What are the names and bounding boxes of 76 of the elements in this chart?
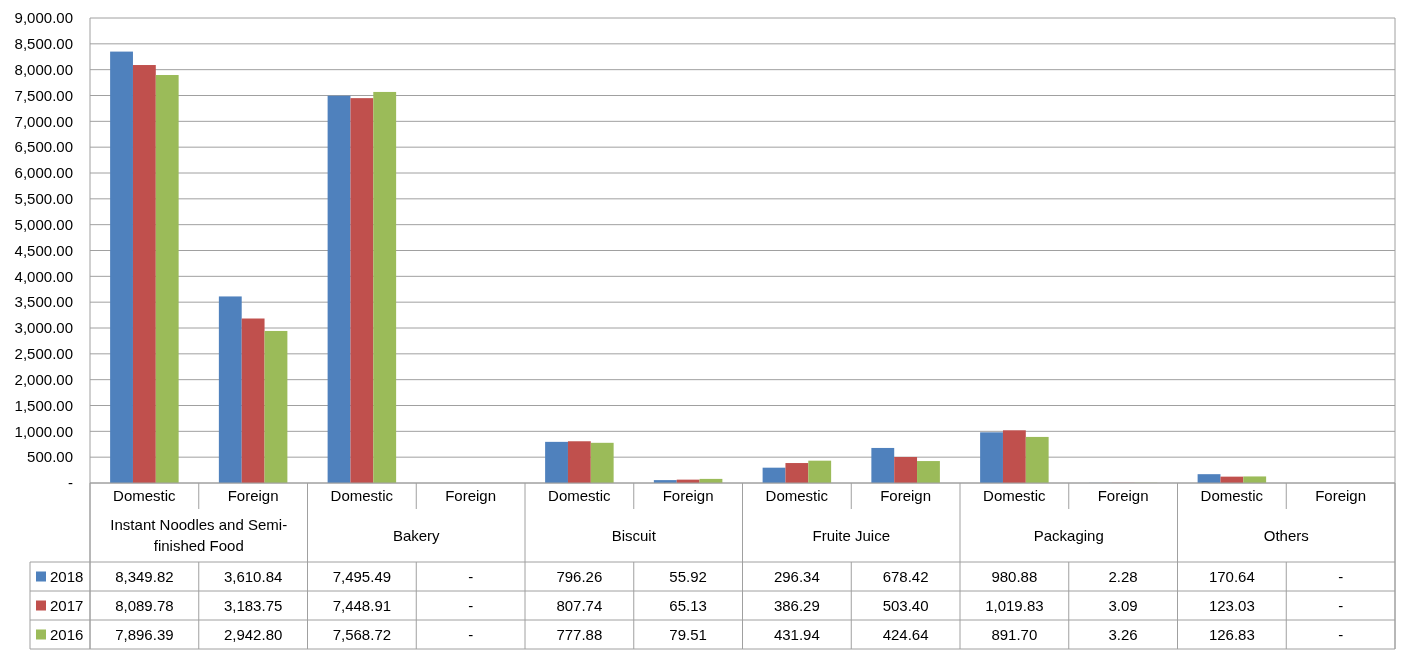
text: -: [468, 625, 474, 643]
data-label: 7,495.49: [332, 567, 392, 585]
legend-label: 2018: [50, 567, 84, 585]
text: Bakery: [392, 526, 441, 544]
y-tick-label: 2,500.00: [14, 345, 73, 363]
data-label: 2,942.80: [223, 625, 283, 643]
data-label: 7,568.72: [332, 625, 392, 643]
y-tick-label: 3,500.00: [14, 293, 73, 311]
data-label: 424.64: [882, 625, 929, 643]
y-tick-label: 3,000.00: [14, 319, 73, 337]
y-tick-label: 500.00: [27, 448, 73, 466]
y-tick-label: 7,500.00: [14, 86, 73, 104]
y-tick-label: 6,500.00: [14, 138, 73, 156]
y-tick-label: -: [68, 474, 73, 492]
data-label: 79.51: [669, 625, 707, 643]
data-label: 980.88: [991, 567, 1038, 585]
x-tick-label: Foreign: [662, 487, 714, 505]
text: -: [1338, 596, 1344, 614]
data-label: 55.92: [669, 567, 707, 585]
data-label: 503.40: [882, 596, 929, 614]
data-label: 386.29: [773, 596, 820, 614]
data-label: 126.83: [1208, 625, 1255, 643]
data-label: 891.70: [991, 625, 1038, 643]
x-tick-label: Foreign: [1315, 487, 1367, 505]
y-tick-label: 1,000.00: [14, 422, 73, 440]
y-tick-label: 2,000.00: [14, 370, 73, 388]
x-tick-label: Domestic: [765, 487, 829, 505]
text: Instant Noodles and Semi-finished Food: [110, 516, 288, 555]
text: Biscuit: [611, 526, 657, 544]
data-label: 3,610.84: [223, 567, 283, 585]
text: -: [468, 567, 474, 585]
text: -: [1338, 625, 1344, 643]
data-label: 3,183.75: [223, 596, 283, 614]
data-label: 8,089.78: [115, 596, 174, 614]
data-label: 1,019.83: [985, 596, 1044, 614]
text: -: [468, 596, 474, 614]
x-tick-label: Foreign: [445, 487, 497, 505]
y-tick-label: 8,500.00: [14, 35, 73, 53]
y-tick-label: 5,500.00: [14, 190, 73, 208]
text: -: [1338, 567, 1344, 585]
x-tick-label: Domestic: [548, 487, 612, 505]
legend-label: 2017: [50, 596, 84, 614]
data-label: 3.09: [1108, 596, 1138, 614]
y-tick-label: 4,000.00: [14, 267, 73, 285]
data-label: 170.64: [1208, 567, 1255, 585]
data-label: 8,349.82: [115, 567, 174, 585]
y-tick-label: 8,000.00: [14, 60, 73, 78]
x-tick-label: Foreign: [227, 487, 279, 505]
data-label: 296.34: [773, 567, 820, 585]
data-label: 3.26: [1108, 625, 1138, 643]
data-label: 7,896.39: [115, 625, 174, 643]
y-tick-label: 6,000.00: [14, 164, 73, 182]
data-label: 2.28: [1108, 567, 1138, 585]
data-label: 796.26: [556, 567, 603, 585]
data-label: 807.74: [556, 596, 603, 614]
text: Fruite Juice: [812, 526, 891, 544]
data-label: 123.03: [1208, 596, 1255, 614]
x-tick-label: Domestic: [1200, 487, 1264, 505]
x-tick-label: Domestic: [330, 487, 394, 505]
text: Packaging: [1033, 526, 1104, 544]
y-tick-label: 9,000.00: [14, 9, 73, 27]
x-tick-label: Domestic: [113, 487, 177, 505]
x-tick-label: Foreign: [1097, 487, 1149, 505]
data-label: 678.42: [882, 567, 929, 585]
legend-label: 2016: [50, 625, 84, 643]
x-tick-label: Foreign: [880, 487, 932, 505]
x-tick-label: Domestic: [983, 487, 1047, 505]
data-label: 777.88: [556, 625, 603, 643]
data-label: 431.94: [773, 625, 820, 643]
y-tick-label: 1,500.00: [14, 396, 73, 414]
text: Others: [1263, 526, 1309, 544]
y-tick-label: 5,000.00: [14, 215, 73, 233]
data-label: 7,448.91: [332, 596, 392, 614]
data-label: 65.13: [669, 596, 707, 614]
y-tick-label: 7,000.00: [14, 112, 73, 130]
y-tick-label: 4,500.00: [14, 241, 73, 259]
